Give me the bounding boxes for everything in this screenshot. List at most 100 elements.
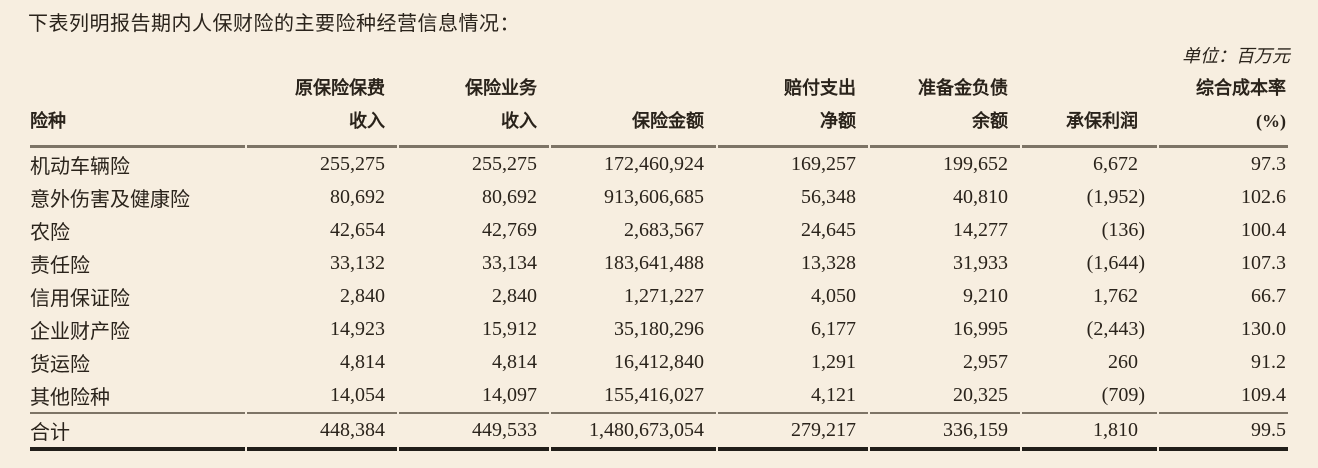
cell: 1,271,227 xyxy=(624,285,704,307)
total-cell: 336,159 xyxy=(870,412,1020,451)
cell: 31,933 xyxy=(953,252,1008,274)
cell: 4,121 xyxy=(811,384,856,406)
column-header-underwriting-profit: 承保利润 xyxy=(1022,72,1157,148)
header-line: 收入 xyxy=(349,111,385,131)
cell: 13,328 xyxy=(801,252,856,274)
cell: 183,641,488 xyxy=(604,252,704,274)
cell: 42,769 xyxy=(482,219,537,241)
table-row: 其他险种 14,054 14,097 155,416,027 4,121 20,… xyxy=(30,379,1288,412)
cell: 97.3 xyxy=(1251,153,1286,175)
header-line: 赔付支出 xyxy=(784,78,856,98)
cell: (2,443) xyxy=(1086,318,1145,340)
column-header-original-premium-income: 原保险保费 收入 xyxy=(247,72,397,148)
cell: 66.7 xyxy=(1251,285,1286,307)
cell: 913,606,685 xyxy=(604,186,704,208)
table-row: 信用保证险 2,840 2,840 1,271,227 4,050 9,210 … xyxy=(30,280,1288,313)
cell: 2,840 xyxy=(340,285,385,307)
row-label: 责任险 xyxy=(30,255,90,277)
page-title: 下表列明报告期内人保财险的主要险种经营信息情况： xyxy=(28,13,520,35)
cell: 4,814 xyxy=(340,351,385,373)
cell: 255,275 xyxy=(320,153,385,175)
row-label: 信用保证险 xyxy=(30,288,130,310)
cell: 169,257 xyxy=(791,153,856,175)
header-row: 险种 原保险保费 收入 保险业务 收入 保险金额 赔付支出 净额 xyxy=(30,72,1288,148)
table-row: 农险 42,654 42,769 2,683,567 24,645 14,277… xyxy=(30,214,1288,247)
total-row: 合计 448,384 449,533 1,480,673,054 279,217… xyxy=(30,412,1288,451)
cell: 40,810 xyxy=(953,186,1008,208)
cell: 20,325 xyxy=(953,384,1008,406)
column-header-net-claims-paid: 赔付支出 净额 xyxy=(718,72,868,148)
row-label: 机动车辆险 xyxy=(30,156,130,178)
header-line: 收入 xyxy=(501,111,537,131)
row-label: 货运险 xyxy=(30,354,90,376)
total-cell: 279,217 xyxy=(718,412,868,451)
table-row: 企业财产险 14,923 15,912 35,180,296 6,177 16,… xyxy=(30,313,1288,346)
column-header-risk-type: 险种 xyxy=(30,72,245,148)
header-line: (%) xyxy=(1256,111,1286,131)
cell: 260 xyxy=(1108,351,1138,373)
column-header-combined-ratio: 综合成本率 (%) xyxy=(1159,72,1288,148)
row-label: 其他险种 xyxy=(30,387,110,409)
cell: 107.3 xyxy=(1241,252,1286,274)
column-header-insurance-business-income: 保险业务 收入 xyxy=(399,72,549,148)
cell: (1,952) xyxy=(1086,186,1145,208)
cell: 2,957 xyxy=(963,351,1008,373)
cell: 4,814 xyxy=(492,351,537,373)
cell: 155,416,027 xyxy=(604,384,704,406)
cell: 16,995 xyxy=(953,318,1008,340)
cell: 33,134 xyxy=(482,252,537,274)
cell: 6,177 xyxy=(811,318,856,340)
total-cell: 448,384 xyxy=(247,412,397,451)
header-line: 净额 xyxy=(820,111,856,131)
cell: 9,210 xyxy=(963,285,1008,307)
cell: 14,277 xyxy=(953,219,1008,241)
cell: 2,840 xyxy=(492,285,537,307)
cell: 24,645 xyxy=(801,219,856,241)
cell: 80,692 xyxy=(482,186,537,208)
cell: 109.4 xyxy=(1241,384,1286,406)
cell: 1,291 xyxy=(811,351,856,373)
cell: 14,097 xyxy=(482,384,537,406)
total-label: 合计 xyxy=(30,412,245,451)
table-row: 机动车辆险 255,275 255,275 172,460,924 169,25… xyxy=(30,148,1288,181)
header-line: 险种 xyxy=(30,111,66,131)
insurance-lines-table: 险种 原保险保费 收入 保险业务 收入 保险金额 赔付支出 净额 xyxy=(28,72,1290,451)
cell: 4,050 xyxy=(811,285,856,307)
header-line: 承保利润 xyxy=(1066,111,1138,131)
row-label: 农险 xyxy=(30,222,70,244)
total-cell: 99.5 xyxy=(1159,412,1288,451)
header-line: 余额 xyxy=(972,111,1008,131)
cell: 16,412,840 xyxy=(614,351,704,373)
cell: 2,683,567 xyxy=(624,219,704,241)
cell: 102.6 xyxy=(1241,186,1286,208)
cell: (1,644) xyxy=(1086,252,1145,274)
cell: 255,275 xyxy=(472,153,537,175)
cell: 14,054 xyxy=(330,384,385,406)
cell: 15,912 xyxy=(482,318,537,340)
header-line: 综合成本率 xyxy=(1196,78,1286,98)
cell: 130.0 xyxy=(1241,318,1286,340)
table-row: 意外伤害及健康险 80,692 80,692 913,606,685 56,34… xyxy=(30,181,1288,214)
header-line: 保险金额 xyxy=(632,111,704,131)
unit-label: 单位：百万元 xyxy=(1182,46,1290,66)
header-line: 原保险保费 xyxy=(295,78,385,98)
cell: (709) xyxy=(1101,384,1145,406)
cell: 172,460,924 xyxy=(604,153,704,175)
cell: 33,132 xyxy=(330,252,385,274)
header-line: 准备金负债 xyxy=(918,78,1008,98)
column-header-reserve-liability-balance: 准备金负债 余额 xyxy=(870,72,1020,148)
row-label: 意外伤害及健康险 xyxy=(30,189,190,211)
total-cell: 449,533 xyxy=(399,412,549,451)
cell: 42,654 xyxy=(330,219,385,241)
cell: 56,348 xyxy=(801,186,856,208)
cell: 199,652 xyxy=(943,153,1008,175)
cell: 14,923 xyxy=(330,318,385,340)
cell: 6,672 xyxy=(1093,153,1138,175)
table-row: 货运险 4,814 4,814 16,412,840 1,291 2,957 2… xyxy=(30,346,1288,379)
total-cell: 1,480,673,054 xyxy=(551,412,716,451)
cell: 100.4 xyxy=(1241,219,1286,241)
column-header-sum-insured: 保险金额 xyxy=(551,72,716,148)
cell: 80,692 xyxy=(330,186,385,208)
total-cell: 1,810 xyxy=(1022,412,1157,451)
